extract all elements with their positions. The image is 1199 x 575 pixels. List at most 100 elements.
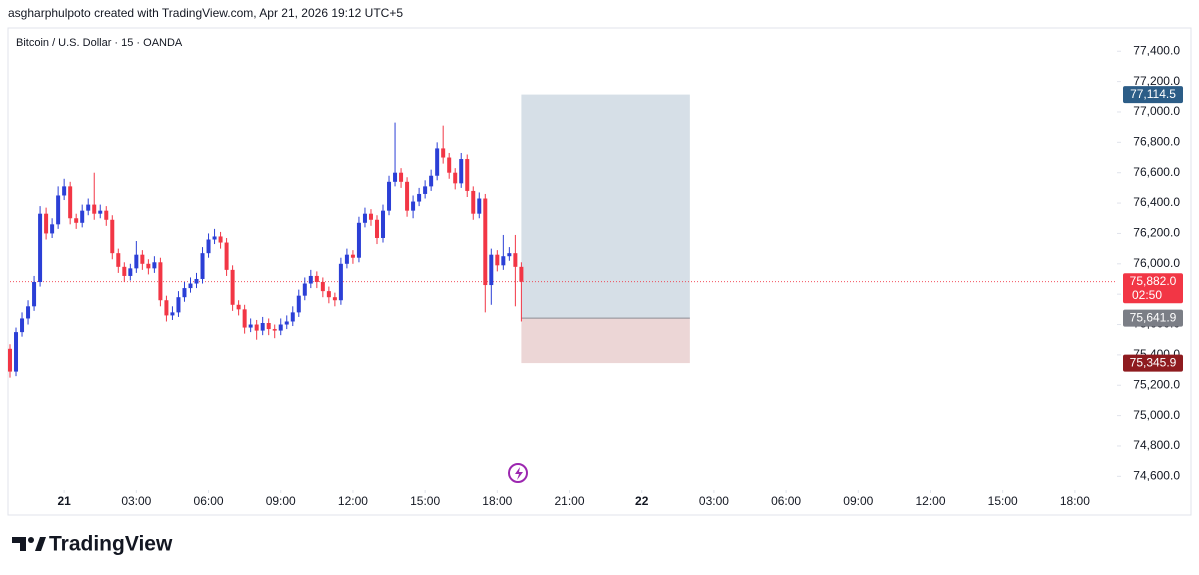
ai-icon — [508, 463, 528, 483]
chart-title: Bitcoin / U.S. Dollar · 15 · OANDA — [16, 37, 183, 49]
candle — [314, 271, 319, 289]
candle-body — [374, 219, 379, 238]
candle — [68, 181, 73, 225]
candle-body — [429, 175, 434, 187]
candle-body — [314, 275, 319, 283]
y-tick-label: 74,600.0 — [1133, 469, 1180, 483]
candle — [350, 250, 355, 264]
candle — [489, 248, 494, 305]
candle-body — [489, 254, 494, 286]
x-tick-label: 21:00 — [555, 494, 585, 508]
candle — [200, 247, 205, 284]
candle — [477, 192, 482, 219]
x-tick-label: 09:00 — [843, 494, 873, 508]
y-tick-label: 74,800.0 — [1133, 438, 1180, 452]
candle — [116, 248, 121, 273]
candle-body — [326, 291, 331, 298]
candle — [74, 213, 79, 229]
candle-body — [50, 224, 55, 234]
candle-body — [188, 283, 193, 289]
candle — [302, 277, 307, 301]
candle — [260, 316, 265, 336]
price-tag-label: 75,345.9 — [1130, 355, 1177, 369]
candle — [248, 318, 253, 333]
loss-zone — [521, 318, 690, 364]
candle — [242, 304, 247, 334]
candle-body — [513, 253, 518, 267]
x-tick-label: 06:00 — [771, 494, 801, 508]
candle-body — [362, 213, 367, 223]
candle-body — [14, 332, 19, 372]
candle — [344, 248, 349, 269]
candle — [471, 186, 476, 220]
candle — [98, 204, 103, 219]
candle-body — [447, 157, 452, 173]
candle — [152, 256, 157, 273]
candle — [236, 300, 241, 316]
x-tick-label: 18:00 — [1060, 494, 1090, 508]
candle — [8, 344, 12, 378]
price-tag-label: 75,882.0 — [1130, 274, 1177, 288]
candle-body — [435, 148, 440, 176]
price-tag-label: 75,641.9 — [1130, 310, 1177, 324]
candle-body — [501, 256, 506, 266]
candle-body — [146, 263, 151, 269]
candle-body — [248, 324, 253, 328]
candle — [362, 207, 367, 228]
candle — [441, 125, 446, 164]
candle — [417, 187, 422, 207]
candle — [176, 291, 181, 317]
candle-body — [62, 186, 67, 196]
candle-body — [278, 324, 283, 331]
candle — [140, 250, 145, 270]
candle-body — [236, 304, 241, 310]
candle-body — [507, 253, 512, 257]
candle-body — [495, 254, 500, 266]
candle-body — [266, 323, 271, 330]
candle — [158, 257, 163, 307]
candle-body — [38, 213, 43, 283]
x-tick-label: 15:00 — [410, 494, 440, 508]
candle — [122, 262, 127, 283]
x-tick-label: 12:00 — [338, 494, 368, 508]
y-tick-label: 75,000.0 — [1133, 408, 1180, 422]
y-tick-label: 76,200.0 — [1133, 226, 1180, 240]
candle-body — [8, 348, 12, 372]
candle-body — [158, 262, 163, 301]
candle — [326, 286, 331, 304]
y-tick-label: 77,200.0 — [1133, 74, 1180, 88]
candle — [278, 318, 283, 336]
candle-body — [26, 306, 31, 319]
candle — [393, 122, 398, 187]
candle — [206, 233, 211, 258]
candle — [14, 327, 19, 377]
candle-body — [302, 283, 307, 296]
candle — [405, 177, 410, 217]
candle-body — [110, 219, 115, 254]
candle — [194, 272, 199, 289]
y-tick-label: 76,800.0 — [1133, 135, 1180, 149]
candle-body — [290, 312, 295, 322]
candle — [254, 319, 259, 340]
candle-body — [254, 324, 259, 331]
candle-body — [170, 312, 175, 316]
candle — [146, 259, 151, 275]
candle — [356, 216, 361, 263]
brand: TradingView — [49, 533, 173, 556]
price-tag — [1123, 273, 1183, 304]
candle — [368, 209, 373, 226]
candle — [290, 306, 295, 327]
candle — [459, 152, 464, 188]
candle-body — [74, 218, 79, 223]
candle — [62, 178, 67, 201]
candle-body — [477, 198, 482, 214]
candle-body — [260, 323, 265, 331]
candle-body — [134, 254, 139, 269]
candle-body — [116, 253, 121, 267]
x-tick-label: 12:00 — [915, 494, 945, 508]
candle-body — [393, 172, 398, 182]
candle-body — [411, 201, 416, 211]
candle-body — [80, 210, 85, 223]
candle — [320, 277, 325, 298]
candle — [218, 231, 223, 249]
